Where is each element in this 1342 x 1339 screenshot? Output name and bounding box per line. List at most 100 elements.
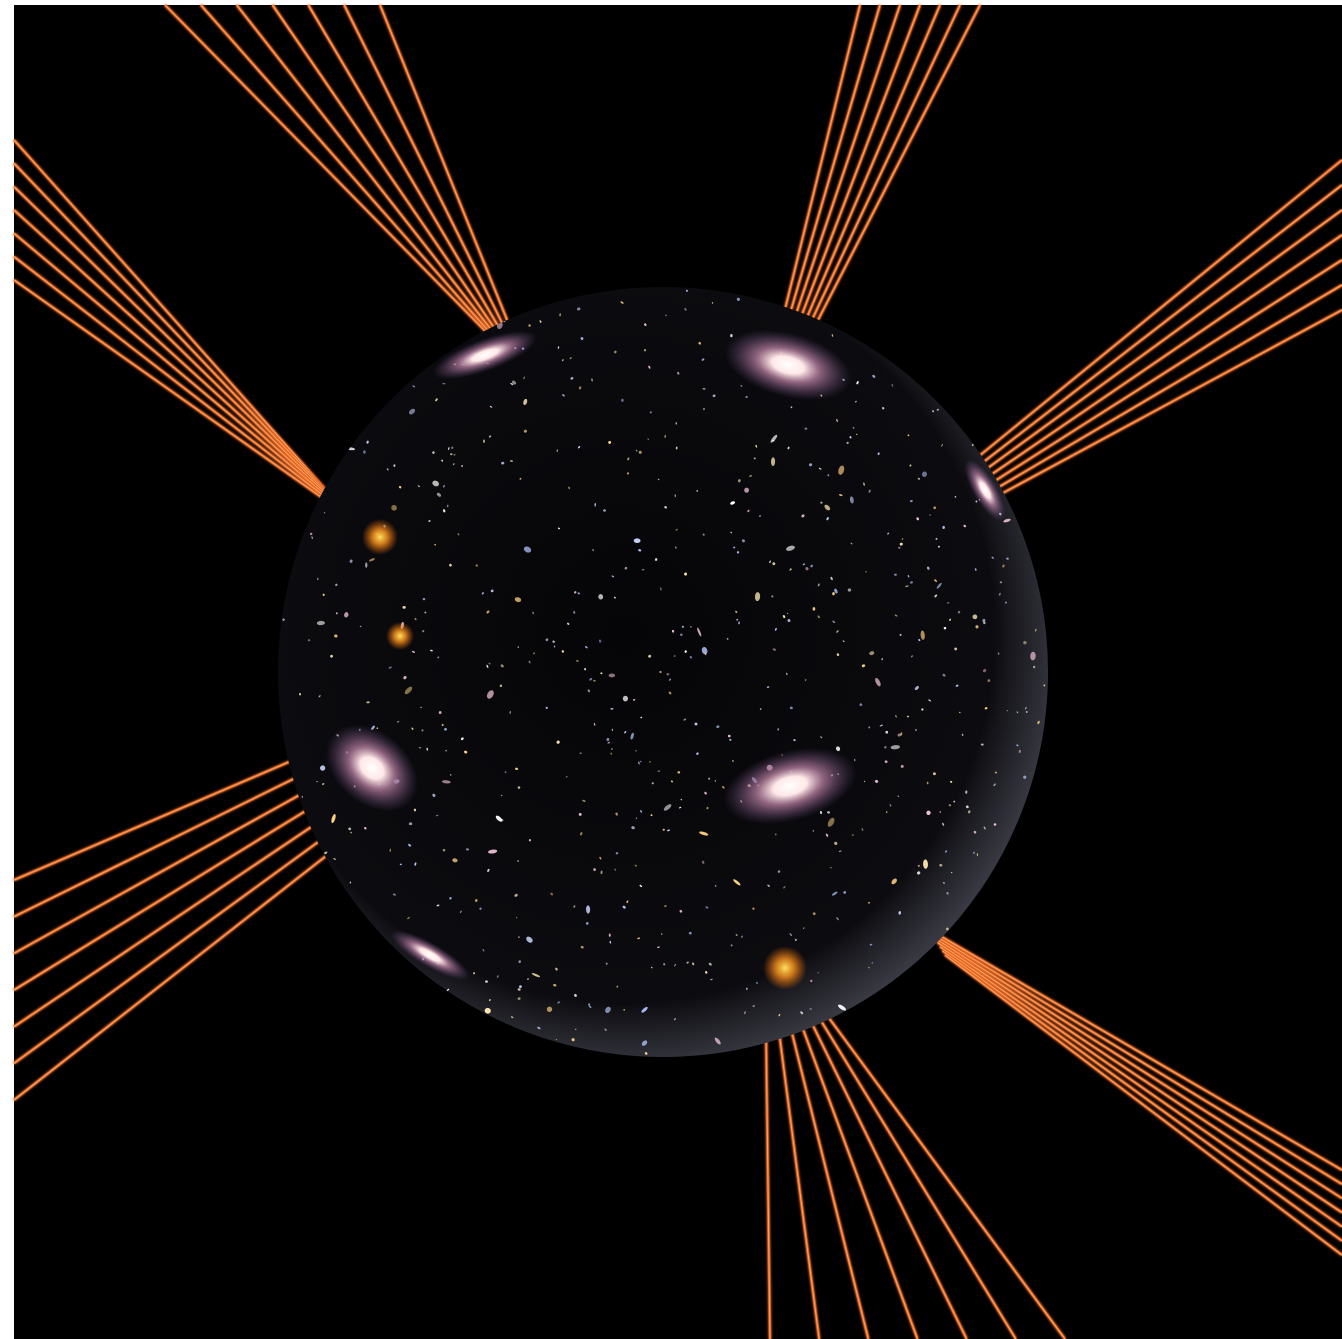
beam-core bbox=[980, 259, 1342, 491]
galaxy-dot bbox=[435, 814, 439, 817]
galaxy-dot bbox=[537, 1026, 541, 1030]
galaxy-dot bbox=[730, 944, 733, 947]
galaxy-dot bbox=[436, 492, 441, 497]
galaxy-dot bbox=[863, 780, 866, 783]
galaxy-dot bbox=[662, 828, 665, 831]
galaxy-dot bbox=[965, 805, 969, 809]
galaxy-dot bbox=[729, 738, 732, 741]
galaxy-dot bbox=[812, 829, 815, 832]
galaxy-dot bbox=[519, 985, 522, 989]
galaxy-dot bbox=[769, 560, 772, 564]
galaxy-dot bbox=[705, 906, 709, 909]
galaxy-dot bbox=[557, 527, 561, 530]
galaxy-dot bbox=[754, 592, 761, 602]
galaxy-dot bbox=[934, 579, 937, 582]
galaxy-dot bbox=[752, 907, 755, 911]
galaxy-dot bbox=[926, 781, 929, 785]
galaxy-dot bbox=[983, 621, 986, 625]
galaxy-dot bbox=[805, 567, 809, 571]
galaxy-dot bbox=[692, 962, 695, 966]
galaxy-dot bbox=[973, 830, 977, 834]
galaxy-dot bbox=[1016, 711, 1019, 714]
galaxy-dot bbox=[905, 585, 909, 588]
galaxy-dot bbox=[523, 376, 526, 380]
galaxy-dot bbox=[457, 533, 460, 536]
galaxy-dot bbox=[875, 677, 881, 687]
galaxy-dot bbox=[453, 453, 456, 456]
galaxy-dot bbox=[817, 583, 820, 587]
galaxy-dot bbox=[954, 496, 957, 498]
galaxy-dot bbox=[834, 841, 838, 845]
galaxy-dot bbox=[570, 377, 574, 380]
galaxy-dot bbox=[712, 394, 716, 398]
galaxy-dot bbox=[1025, 706, 1027, 710]
galaxy-dot bbox=[744, 1011, 746, 1015]
beam-core bbox=[785, 963, 1017, 1339]
galaxy-dot bbox=[486, 610, 490, 614]
spiral-galaxy bbox=[723, 747, 857, 825]
galaxy-dot bbox=[943, 626, 947, 630]
galaxy-dot bbox=[589, 678, 593, 681]
galaxy-dot bbox=[689, 656, 693, 659]
galaxy-dot bbox=[973, 851, 975, 854]
beam-core bbox=[343, 4, 516, 350]
galaxy-dot bbox=[856, 381, 859, 385]
galaxy-dot bbox=[926, 566, 930, 570]
galaxy-dot bbox=[802, 927, 805, 929]
galaxy-dot bbox=[461, 464, 463, 468]
galaxy-dot bbox=[753, 457, 756, 460]
galaxy-dot bbox=[667, 829, 670, 832]
galaxy-dot bbox=[737, 479, 741, 483]
galaxy-dot bbox=[863, 482, 865, 486]
galaxy-dot bbox=[398, 485, 402, 489]
galaxy-dot bbox=[350, 831, 353, 834]
galaxy-dot bbox=[408, 843, 412, 847]
galaxy-dot bbox=[827, 474, 830, 477]
galaxy-dot bbox=[879, 724, 883, 727]
galaxy-dot bbox=[528, 660, 531, 664]
galaxy-dot bbox=[951, 871, 953, 874]
galaxy-dot bbox=[854, 400, 857, 403]
galaxy-dot bbox=[699, 831, 709, 836]
galaxy-dot bbox=[830, 576, 833, 581]
galaxy-dot bbox=[714, 1037, 721, 1045]
galaxy-dot bbox=[820, 736, 823, 739]
galaxy-dot bbox=[532, 611, 535, 615]
galaxy-dot bbox=[767, 884, 770, 887]
galaxy-dot bbox=[963, 524, 967, 528]
galaxy-dot bbox=[1043, 684, 1046, 687]
galaxy-dot bbox=[907, 434, 910, 437]
spiral-galaxy bbox=[325, 724, 419, 812]
beam-core bbox=[272, 4, 507, 346]
galaxy-dot bbox=[499, 684, 503, 688]
galaxy-dot bbox=[622, 695, 629, 702]
galaxy-dot bbox=[555, 967, 558, 971]
galaxy-dot bbox=[576, 307, 581, 311]
galaxy-dot bbox=[782, 615, 786, 619]
galaxy-dot bbox=[443, 484, 445, 488]
galaxy-dot bbox=[490, 589, 494, 593]
galaxy-dot bbox=[714, 885, 717, 887]
galaxy-dot bbox=[827, 817, 835, 827]
galaxy-dot bbox=[449, 774, 452, 776]
galaxy-dot bbox=[677, 371, 680, 375]
galaxy-dot bbox=[445, 749, 447, 752]
galaxy-dot bbox=[363, 450, 366, 454]
galaxy-dot bbox=[608, 673, 616, 678]
galaxy-dot bbox=[607, 741, 611, 744]
galaxy-dot bbox=[772, 562, 776, 566]
galaxy-dot bbox=[442, 382, 446, 385]
galaxy-dot bbox=[721, 785, 725, 789]
galaxy-dot bbox=[697, 627, 702, 637]
galaxy-dot bbox=[483, 439, 485, 443]
galaxy-dot bbox=[684, 572, 688, 576]
galaxy-dot bbox=[587, 689, 590, 693]
galaxy-dot bbox=[1023, 775, 1027, 779]
galaxy-dot bbox=[804, 678, 807, 682]
galaxy-dot bbox=[333, 858, 336, 860]
galaxy-dot bbox=[660, 932, 663, 935]
galaxy-dot bbox=[770, 434, 778, 443]
galaxy-dot bbox=[836, 917, 839, 921]
galaxy-dot bbox=[899, 542, 903, 546]
